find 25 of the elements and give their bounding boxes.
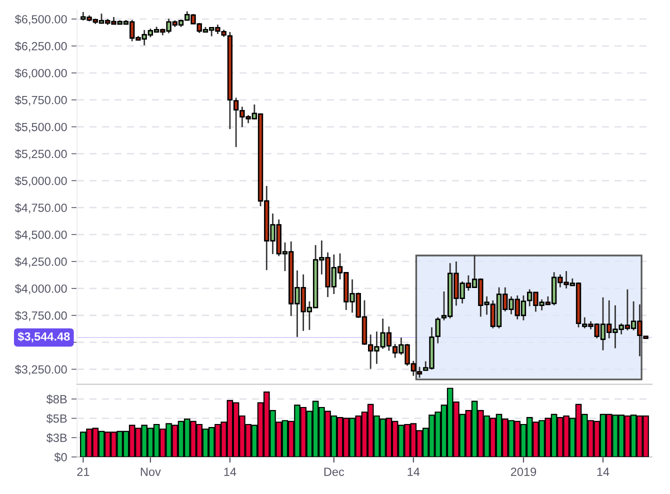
y-tick-label: $3B [46,433,67,443]
x-tick-label: 14 [597,468,610,476]
x-tick-label: 14 [408,468,420,476]
y-tick-label: $5B [46,414,67,424]
y-tick-label: $4,250.00 [14,257,67,268]
ref-line-label: $3,544.48 [18,332,70,342]
y-tick-label: $3,250.00 [14,364,67,376]
y-tick-label: $3,750.00 [14,310,67,322]
x-tick-label: 2019 [510,468,536,476]
x-tick-label: 14 [224,468,236,476]
y-tick-label: $4,500.00 [14,230,67,240]
y-tick-label: $6,500.00 [14,14,67,25]
y-tick-label: $8B [46,394,67,404]
y-tick-label: $5,000.00 [14,176,67,186]
y-tick-label: $5,750.00 [14,95,67,106]
y-tick-label: $6,250.00 [14,42,67,52]
y-tick-label: $5,500.00 [14,122,67,133]
y-tick-label: $4,750.00 [14,203,67,214]
x-tick-label: 21 [77,468,90,476]
x-tick-label: Nov [140,468,161,476]
y-tick-label: $5,250.00 [14,149,67,160]
y-tick-label: $6,000.00 [14,68,67,79]
x-tick-label: Dec [324,468,344,476]
y-tick-label: $4,000.00 [14,284,67,294]
y-tick-label: $0 [54,452,67,462]
